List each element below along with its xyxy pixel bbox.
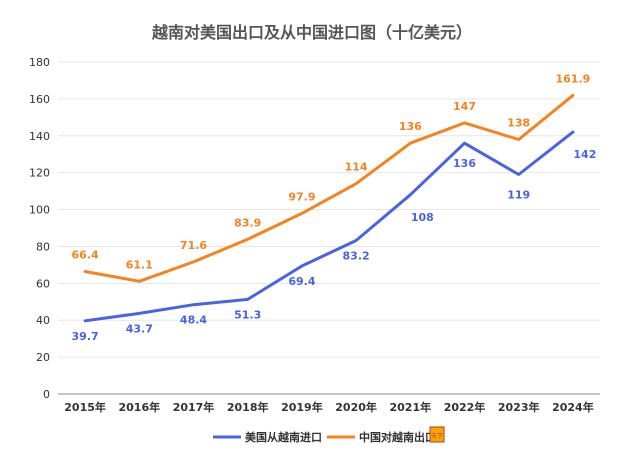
data-label: 136 [399,120,422,133]
y-tick-label: 0 [43,388,50,401]
x-tick-label: 2024年 [552,400,594,414]
data-label: 161.9 [556,72,591,85]
y-tick-label: 60 [36,277,50,290]
data-label: 71.6 [180,239,207,252]
x-tick-label: 2016年 [118,400,160,414]
data-label: 138 [507,116,530,129]
x-tick-label: 2019年 [281,400,323,414]
y-axis: 0 20 40 60 80 100 120 140 160 180 [29,56,50,401]
y-tick-label: 80 [36,240,50,253]
logo: 天下 [429,426,445,443]
data-label: 51.3 [234,308,261,321]
data-label: 43.7 [126,322,153,335]
y-tick-label: 20 [36,351,50,364]
y-tick-label: 120 [29,167,50,180]
data-label: 114 [345,161,368,174]
x-tick-label: 2015年 [64,400,106,414]
series-line-0 [83,130,575,323]
data-label: 48.4 [180,314,207,327]
legend: 美国从越南进口 中国对越南出口 天下 [213,426,445,444]
data-label: 66.4 [72,249,99,262]
data-label: 142 [573,148,596,161]
data-label: 83.2 [343,250,370,263]
grid [58,61,600,358]
legend-label-us-imports: 美国从越南进口 [245,430,322,444]
x-tick-label: 2021年 [389,400,431,414]
data-label: 39.7 [72,330,99,343]
series-group: 66.4 61.1 71.6 83.9 97.9 114 136 147 138 161.9 39.… [72,72,597,342]
x-tick-label: 2017年 [173,400,215,414]
logo-text: 天下 [431,433,443,440]
data-label: 147 [453,100,476,113]
legend-label-cn-exports: 中国对越南出口 [359,430,436,444]
y-tick-label: 180 [29,56,50,69]
series-line-1 [83,93,575,283]
y-tick-label: 40 [36,314,50,327]
y-tick-label: 100 [29,204,50,217]
x-tick-label: 2018年 [227,400,269,414]
x-tick-label: 2023年 [498,400,540,414]
x-tick-label: 2022年 [444,400,486,414]
data-label: 97.9 [288,190,315,203]
data-label: 119 [507,189,530,202]
y-tick-label: 140 [29,130,50,143]
data-label: 83.9 [234,216,261,229]
x-axis: 2015年 2016年 2017年 2018年 2019年 2020年 2021年 2022年… [58,393,600,414]
data-label: 69.4 [288,275,315,288]
chart-title: 越南对美国出口及从中国进口图（十亿美元） [151,23,472,42]
x-tick-label: 2020年 [335,400,377,414]
y-tick-label: 160 [29,93,50,106]
data-label: 61.1 [126,258,153,271]
data-label: 136 [453,157,476,170]
data-label: 108 [411,211,434,224]
